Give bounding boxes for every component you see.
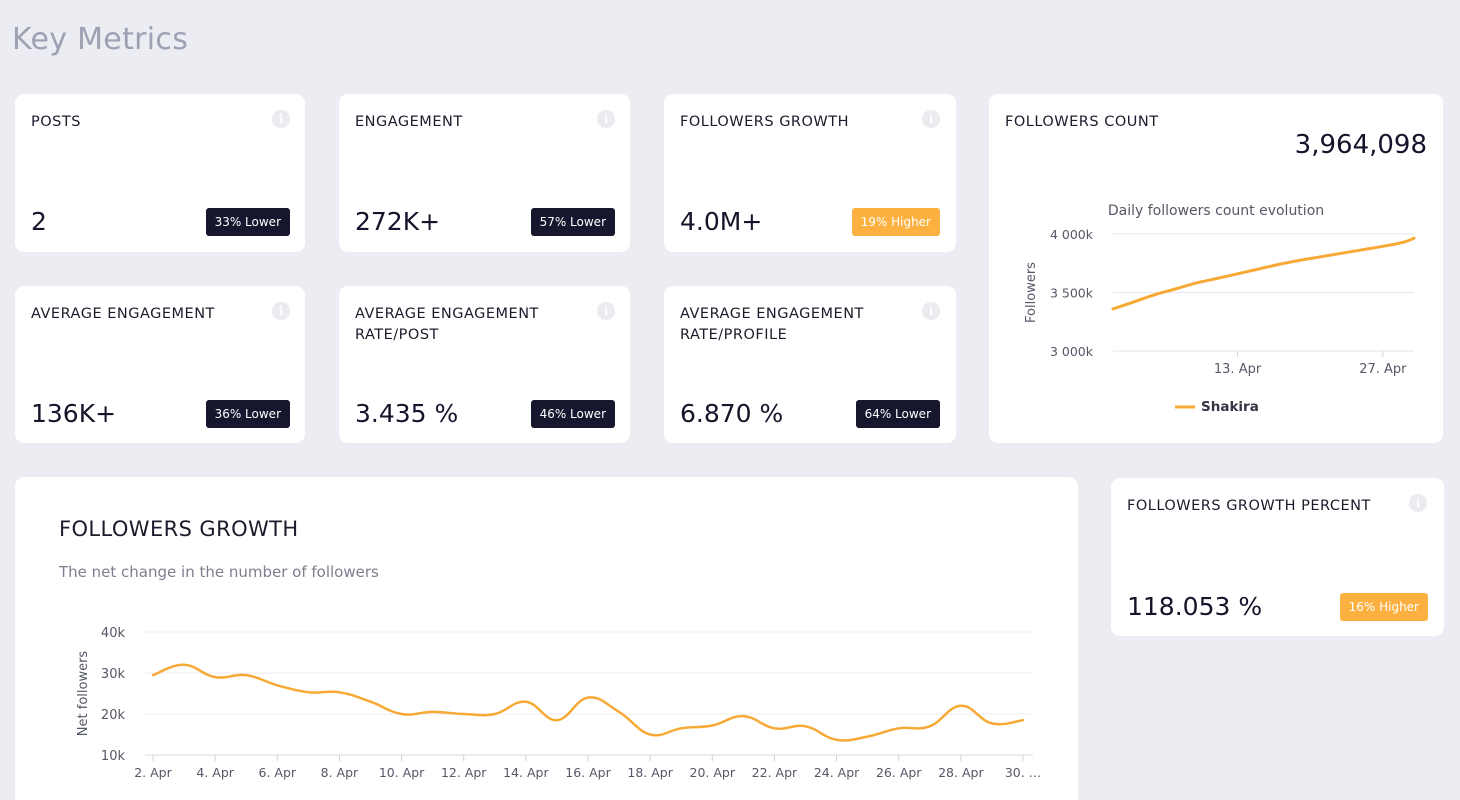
card-title: AVERAGE ENGAGEMENT RATE/PROFILE — [680, 306, 864, 343]
metric-value: 272K+ — [355, 207, 441, 236]
engagement-card: ENGAGEMENT i 272K+ 57% Lower — [339, 94, 630, 252]
x-tick-label: 16. Apr — [565, 765, 611, 780]
y-axis-label: Net followers — [76, 651, 91, 737]
metric-value: 6.870 % — [680, 399, 784, 428]
followers-count-chart: Daily followers count evolution 3 000k 3 5… — [1024, 203, 1416, 415]
comparison-badge: 19% Higher — [851, 208, 940, 236]
info-icon[interactable]: i — [922, 110, 940, 128]
chart-title: Daily followers count evolution — [1108, 203, 1324, 219]
info-icon[interactable]: i — [272, 302, 290, 320]
x-tick-label: 24. Apr — [814, 765, 860, 780]
x-tick-label: 4. Apr — [196, 765, 234, 780]
metric-value: 136K+ — [31, 399, 117, 428]
x-tick-label: 20. Apr — [690, 765, 736, 780]
growth-panel-title: FOLLOWERS GROWTH — [59, 517, 299, 541]
metric-value: 2 — [31, 207, 47, 236]
x-tick-label: 10. Apr — [379, 765, 425, 780]
card-title: AVERAGE ENGAGEMENT — [31, 306, 215, 322]
card-title: ENGAGEMENT — [355, 114, 463, 130]
card-title: AVERAGE ENGAGEMENT RATE/POST — [355, 306, 539, 343]
followers-growth-percent-card: FOLLOWERS GROWTH PERCENT i 118.053 % 16%… — [1111, 478, 1444, 636]
info-icon[interactable]: i — [922, 302, 940, 320]
x-tick-label: 12. Apr — [441, 765, 487, 780]
x-tick-label: 8. Apr — [321, 765, 359, 780]
y-tick-label: 3 000k — [1050, 344, 1094, 359]
info-icon[interactable]: i — [272, 110, 290, 128]
x-tick-label: 13. Apr — [1214, 362, 1262, 377]
comparison-badge: 57% Lower — [530, 208, 615, 236]
x-tick-label: 2. Apr — [134, 765, 172, 780]
card-title: FOLLOWERS GROWTH — [680, 114, 850, 130]
net-followers-chart: 10k 20k 30k 40k Net followers 2. Apr 4. Apr 6. … — [76, 626, 1041, 780]
y-tick-label: 10k — [101, 749, 126, 764]
info-icon[interactable]: i — [597, 110, 615, 128]
card-title: FOLLOWERS GROWTH PERCENT — [1127, 498, 1371, 514]
x-tick-label: 26. Apr — [876, 765, 922, 780]
x-tick-label: 30. … — [1005, 765, 1041, 780]
x-tick-label: 6. Apr — [259, 765, 297, 780]
x-tick-label: 22. Apr — [752, 765, 798, 780]
followers-growth-panel: FOLLOWERS GROWTH The net change in the n… — [15, 477, 1078, 800]
growth-panel-subtitle: The net change in the number of follower… — [59, 563, 379, 581]
net-followers-line — [151, 663, 1025, 742]
avg-engagement-rate-profile-card: AVERAGE ENGAGEMENT RATE/PROFILE i 6.870 … — [664, 286, 956, 443]
x-tick-label: 18. Apr — [627, 765, 673, 780]
followers-count-card: FOLLOWERS COUNT 3,964,098 Daily follower… — [989, 94, 1443, 443]
y-axis-label: Followers — [1024, 262, 1039, 323]
comparison-badge: 64% Lower — [855, 400, 940, 428]
comparison-badge: 36% Lower — [205, 400, 290, 428]
metric-value: 118.053 % — [1127, 592, 1263, 621]
metric-value: 3.435 % — [355, 399, 459, 428]
y-tick-label: 30k — [101, 667, 126, 682]
info-icon[interactable]: i — [1409, 494, 1427, 512]
avg-engagement-rate-post-card: AVERAGE ENGAGEMENT RATE/POST i 3.435 % 4… — [339, 286, 630, 443]
y-tick-label: 20k — [101, 708, 126, 723]
card-title: POSTS — [31, 114, 81, 130]
x-tick-label: 28. Apr — [938, 765, 984, 780]
comparison-badge: 46% Lower — [530, 400, 615, 428]
average-engagement-card: AVERAGE ENGAGEMENT i 136K+ 36% Lower — [15, 286, 305, 443]
series-line-shakira — [1111, 236, 1416, 311]
x-tick-label: 14. Apr — [503, 765, 549, 780]
legend-label: Shakira — [1201, 399, 1259, 415]
comparison-badge: 33% Lower — [205, 208, 290, 236]
card-title: FOLLOWERS COUNT — [1005, 114, 1159, 130]
posts-card: POSTS i 2 33% Lower — [15, 94, 305, 252]
y-tick-label: 3 500k — [1050, 286, 1094, 301]
comparison-badge: 16% Higher — [1339, 593, 1428, 621]
metric-value: 4.0M+ — [680, 207, 763, 236]
followers-growth-card: FOLLOWERS GROWTH i 4.0M+ 19% Higher — [664, 94, 956, 252]
y-tick-label: 40k — [101, 626, 126, 641]
followers-count-value: 3,964,098 — [1294, 130, 1427, 160]
page-title: Key Metrics — [12, 22, 189, 57]
y-tick-label: 4 000k — [1050, 227, 1094, 242]
x-tick-label: 27. Apr — [1359, 362, 1407, 377]
info-icon[interactable]: i — [597, 302, 615, 320]
